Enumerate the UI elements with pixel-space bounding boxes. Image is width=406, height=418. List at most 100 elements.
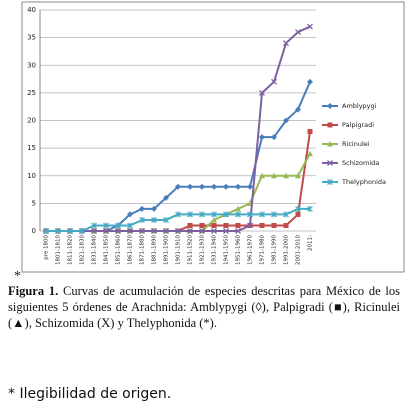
point [151, 228, 157, 234]
point [211, 216, 217, 223]
point [151, 216, 157, 223]
point [235, 222, 241, 228]
legend-label: Amblypygi [342, 102, 377, 110]
point [103, 228, 109, 234]
point [163, 228, 169, 234]
y-tick-label: 25 [27, 89, 36, 97]
point [307, 23, 313, 30]
y-tick-label: 5 [32, 199, 36, 207]
point [283, 40, 289, 47]
point [187, 228, 193, 234]
point [283, 211, 289, 218]
point [327, 122, 333, 128]
point [175, 228, 181, 234]
point [79, 228, 85, 234]
point [211, 211, 217, 218]
point [55, 228, 61, 234]
point [307, 129, 313, 135]
point [327, 141, 333, 147]
point [259, 222, 265, 228]
caption-marker: * [14, 269, 21, 284]
point [223, 183, 229, 190]
point [187, 211, 193, 218]
caption-label: Figura 1. [8, 284, 59, 298]
point [91, 228, 97, 234]
point [327, 103, 333, 109]
point [187, 183, 193, 190]
y-tick-label: 0 [32, 227, 36, 235]
y-tick-label: 20 [27, 117, 36, 125]
point [247, 222, 253, 229]
x-tick-label: 1941-1950 [224, 235, 230, 265]
point [91, 222, 97, 229]
caption-text: Curvas de acumulación de especies descri… [8, 284, 401, 330]
point [283, 172, 289, 179]
y-tick-label: 30 [27, 61, 36, 69]
x-tick-label: 1831-1840 [92, 235, 98, 265]
point [211, 228, 217, 234]
x-tick-label: 1811-1820 [68, 235, 74, 265]
point [271, 211, 277, 218]
x-tick-label: 1961-1970 [248, 235, 254, 265]
point [199, 228, 205, 234]
point [271, 78, 277, 85]
point [163, 216, 169, 223]
legend-label: Schizomida [342, 159, 379, 167]
chart: * 0 5 10 15 20 25 30 35 40 pre 1800 1801-1810 1811-… [14, 1, 405, 284]
point [127, 228, 133, 234]
point [199, 183, 205, 190]
x-tick-label: 1861-1870 [128, 235, 134, 265]
point [327, 179, 333, 185]
point [271, 134, 277, 141]
point [67, 228, 73, 234]
point [115, 228, 121, 234]
point [259, 172, 265, 179]
y-tick-label: 40 [27, 6, 36, 14]
point [43, 228, 49, 234]
y-tick-label: 35 [27, 34, 36, 42]
x-tick-label: 1821-1830 [80, 235, 86, 265]
point [127, 222, 133, 229]
point [139, 205, 145, 212]
point [259, 211, 265, 218]
x-tick-label: 1841-1850 [104, 235, 110, 265]
point [199, 222, 205, 228]
x-tick-label: 1891-1900 [164, 235, 170, 265]
legend-label: Palpigradi [342, 121, 374, 129]
point [175, 211, 181, 218]
point [307, 78, 313, 85]
point [139, 228, 145, 234]
x-tick-label: 1951-1960 [236, 235, 242, 265]
point [295, 106, 301, 113]
x-tick-label: 1981-1990 [272, 235, 278, 265]
point [223, 222, 229, 228]
point [103, 222, 109, 229]
point [307, 150, 313, 157]
point [139, 216, 145, 223]
x-tick-label: 1851-1860 [116, 235, 122, 265]
point [235, 183, 241, 190]
point [187, 222, 193, 228]
point [235, 228, 241, 234]
x-tick-label: 1911-1920 [188, 235, 194, 265]
x-tick-label: 1991-2000 [284, 235, 290, 265]
point [295, 172, 301, 179]
x-tick-label: 1871-1880 [140, 235, 146, 265]
x-tick-label: 2001-2010 [296, 235, 302, 265]
point [115, 222, 121, 229]
point [199, 211, 205, 218]
point [327, 160, 333, 166]
point [127, 211, 133, 218]
legend-label: Thelyphonida [341, 178, 386, 186]
x-tick-label: 1931-1940 [212, 235, 218, 265]
point [295, 29, 301, 36]
footnote: * Ilegibilidad de origen. [8, 386, 172, 402]
point [307, 205, 313, 212]
point [211, 183, 217, 190]
point [163, 194, 169, 201]
x-tick-label: 1971-1980 [260, 235, 266, 265]
x-tick-label: 1801-1810 [56, 235, 62, 265]
y-tick-label: 10 [27, 172, 36, 180]
point [271, 222, 277, 228]
